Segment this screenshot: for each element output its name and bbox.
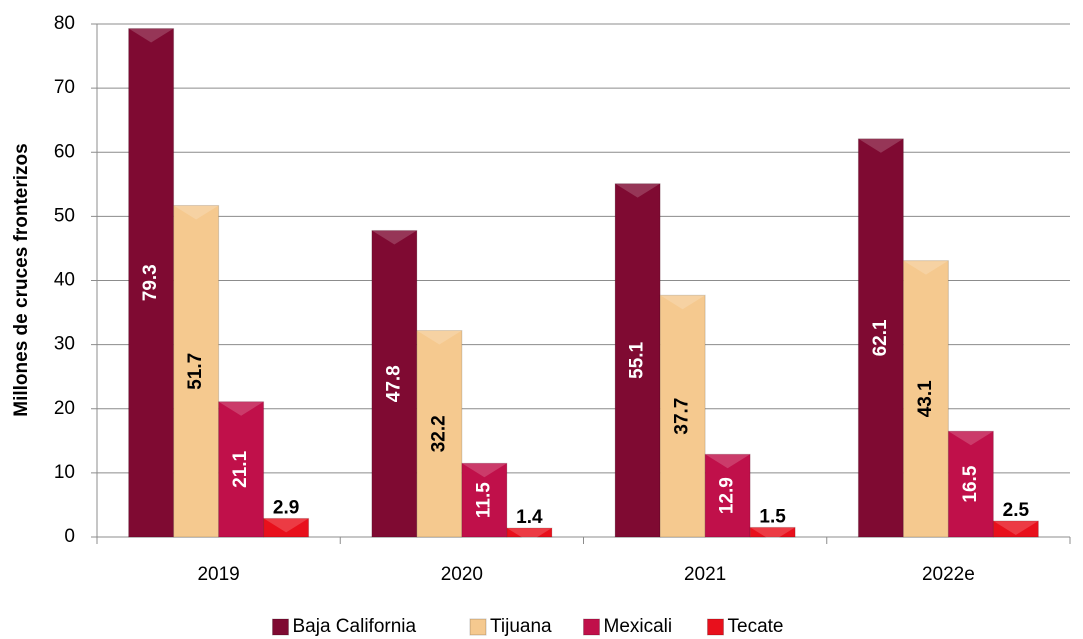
y-axis-title: Millones de cruces fronterizos	[11, 143, 32, 416]
value-label: 2.5	[1003, 500, 1030, 521]
y-tick-label: 20	[54, 398, 75, 419]
y-tick-label: 80	[54, 13, 75, 34]
bar-bevel	[173, 205, 219, 220]
y-tick-label: 50	[54, 205, 75, 226]
bar	[173, 204, 220, 538]
bar	[992, 520, 1039, 538]
bar	[857, 138, 904, 538]
bar-bevel	[506, 528, 552, 543]
value-label: 51.7	[185, 353, 206, 390]
bar	[947, 430, 994, 538]
value-label: 62.1	[870, 319, 891, 356]
legend-swatch	[272, 618, 289, 636]
value-label: 12.9	[717, 477, 738, 514]
bar-bevel	[263, 518, 309, 533]
bar-bevel	[218, 401, 264, 416]
value-label: 11.5	[473, 482, 494, 518]
bar-bevel	[416, 330, 462, 345]
bar-bevel	[903, 260, 949, 275]
x-tick-label: 2020	[441, 564, 483, 585]
bar	[614, 183, 661, 538]
value-label: 1.4	[516, 507, 543, 528]
bar-bevel	[128, 28, 174, 43]
bar	[659, 294, 706, 538]
bar	[263, 517, 310, 538]
bar	[704, 453, 751, 538]
bar-bevel	[371, 230, 417, 245]
value-label: 55.1	[627, 341, 648, 378]
legend-label: Mexicali	[604, 616, 673, 637]
bar	[371, 229, 418, 538]
bar	[461, 462, 508, 538]
value-label: 47.8	[383, 365, 404, 402]
y-tick-label: 30	[54, 334, 75, 355]
bar-bevel	[750, 527, 796, 542]
value-label: 32.2	[428, 415, 449, 452]
value-label: 21.1	[230, 450, 251, 487]
bar-bevel	[948, 431, 994, 446]
bar	[218, 401, 265, 538]
value-label: 43.1	[915, 380, 936, 417]
value-label: 1.5	[759, 506, 786, 527]
y-tick-label: 0	[64, 526, 75, 547]
x-tick-label: 2021	[684, 564, 726, 585]
bar-bevel	[993, 520, 1039, 535]
bar-bevel	[461, 463, 507, 478]
value-label: 16.5	[960, 465, 981, 502]
bar-bevel	[858, 138, 904, 153]
value-label: 2.9	[273, 497, 299, 518]
legend-swatch	[469, 618, 487, 636]
bar-bevel	[615, 183, 661, 198]
bar-bevel	[660, 295, 706, 310]
legend-label: Baja California	[293, 616, 417, 637]
legend-label: Tijuana	[490, 616, 552, 637]
legend-swatch	[583, 618, 600, 636]
y-tick-label: 40	[54, 270, 75, 291]
bar	[902, 260, 949, 538]
legend-swatch	[707, 618, 724, 636]
bar-bevel	[705, 454, 751, 469]
bar	[749, 526, 796, 538]
bar	[416, 330, 463, 538]
x-tick-label: 2019	[197, 564, 239, 585]
value-label: 79.3	[140, 264, 161, 301]
y-tick-label: 10	[54, 462, 75, 483]
y-tick-label: 70	[54, 77, 75, 98]
bar	[128, 27, 175, 538]
legend-label: Tecate	[728, 616, 784, 637]
value-label: 37.7	[672, 398, 693, 435]
x-tick-label: 2022e	[922, 564, 975, 585]
y-tick-label: 60	[54, 141, 75, 162]
bar	[506, 527, 553, 538]
